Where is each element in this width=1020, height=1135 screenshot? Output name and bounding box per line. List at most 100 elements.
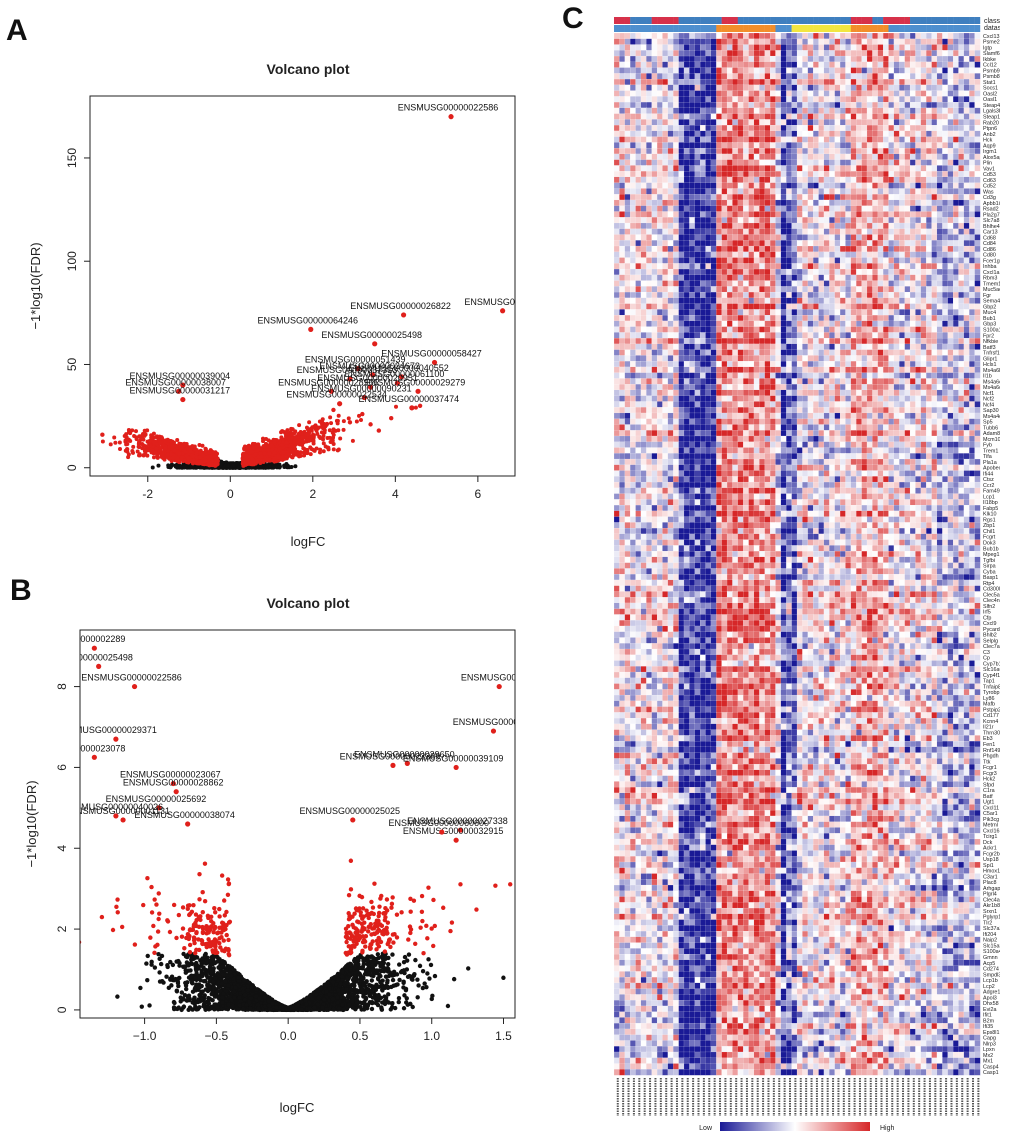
point-sig [160,452,165,457]
labeled-point [415,388,421,394]
y-tick-label: 2 [55,925,69,932]
point-sig [134,436,139,441]
point-sig [290,427,295,432]
point-sig [108,442,113,447]
point-label: ENSMUSG00000020951 [317,373,418,383]
point-sig [213,462,218,467]
labeled-point [337,401,343,407]
y-tick-label: 150 [65,148,79,168]
point-sig [123,438,128,443]
point-sig [186,456,191,461]
labeled-point [367,384,374,390]
point-sig [330,438,335,443]
point-sig [262,451,267,456]
point-sig [124,446,130,452]
point-sig [118,446,123,451]
point-ns [115,994,120,999]
labeled-point [372,341,378,347]
point-sig [321,441,326,446]
plot-frame-a [89,95,516,477]
y-tick-label: 6 [55,764,69,771]
labeled-point [308,326,314,332]
point-sig [417,403,423,408]
point-sig [277,447,282,452]
chart-title-b: Volcano plot [267,595,350,611]
point-sig [170,455,175,460]
point-sig [131,444,136,449]
point-ns [282,464,287,469]
y-tick-label: 8 [55,683,69,690]
point-sig [100,439,105,444]
point-sig [113,440,118,445]
point-sig [253,452,258,457]
point-sig [154,446,159,451]
point-sig [271,457,276,462]
labeled-point [347,376,353,382]
x-tick-label: −0.5 [205,1029,229,1043]
point-ns [445,1003,451,1009]
point-sig [317,419,322,424]
point-sig [305,427,310,432]
point-label: ENSMUSG00000051439 [305,355,406,365]
labeled-point [400,312,407,318]
point-sig [329,421,334,426]
point-sig [338,436,343,441]
point-sig [317,450,322,455]
point-sig [272,439,277,444]
point-sig [296,450,301,455]
point-sig [309,435,314,440]
point-sig [327,435,332,440]
point-sig [321,434,326,439]
labeled-point [431,359,438,366]
point-sig [347,420,353,425]
point-sig [167,456,172,461]
panel-label-b: B [10,574,32,607]
point-ns [269,461,274,466]
point-ns [451,976,457,982]
point-sig [308,452,313,457]
x-tick-label: 0 [227,487,234,501]
point-ns [190,464,195,469]
point-sig [304,447,309,452]
point-sig [135,449,140,454]
point-sig [245,458,250,463]
point-sig [157,434,162,439]
point-sig [300,442,305,447]
point-sig [357,413,362,418]
point-sig [208,454,213,459]
point-ns [144,961,149,966]
point-sig [261,439,266,444]
point-ns [415,995,420,1000]
point-sig [192,444,197,449]
point-sig [309,447,314,452]
point-sig [269,443,274,448]
point-sig [276,455,281,460]
point-sig [288,439,293,444]
point-ns [293,464,298,469]
point-sig [297,423,302,428]
point-sig [267,451,272,456]
labeled-point [398,374,405,380]
point-label: ENSMUSG00000024672 [319,361,420,371]
point-sig [203,458,208,463]
point-sig [152,440,157,445]
x-tick-label: 0.0 [280,1029,297,1043]
x-tick-label: 1.5 [495,1029,512,1043]
labeled-point [370,372,376,378]
point-sig [307,420,312,425]
point-sig [272,450,277,455]
point-ns [169,462,174,467]
point-sig [279,435,284,440]
point-sig [244,453,249,458]
point-ns [225,464,230,469]
point-sig [280,429,285,434]
labeled-point [394,380,401,386]
point-ns [267,464,272,469]
point-label: ENSMUSG00000038007 [125,377,226,387]
point-sig [112,435,117,440]
point-sig [206,462,211,467]
point-sig [350,438,355,443]
point-label: ENSMUSG00000 [464,297,535,307]
point-ns [174,462,179,467]
point-sig [336,428,341,433]
